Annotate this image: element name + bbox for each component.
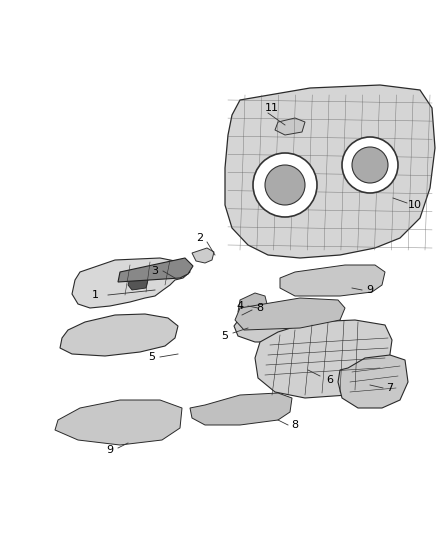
Text: 3: 3 xyxy=(152,266,159,276)
Text: 8: 8 xyxy=(256,303,264,313)
Polygon shape xyxy=(234,303,340,342)
Polygon shape xyxy=(235,298,345,330)
Polygon shape xyxy=(128,274,148,290)
Polygon shape xyxy=(338,355,408,408)
Text: 7: 7 xyxy=(386,383,394,393)
Polygon shape xyxy=(118,258,193,282)
Circle shape xyxy=(265,165,305,205)
Text: 1: 1 xyxy=(92,290,99,300)
Text: 4: 4 xyxy=(237,301,244,311)
Polygon shape xyxy=(55,400,182,445)
Circle shape xyxy=(352,147,388,183)
Text: 10: 10 xyxy=(408,200,422,210)
Polygon shape xyxy=(72,258,190,308)
Polygon shape xyxy=(280,265,385,296)
Text: 2: 2 xyxy=(196,233,204,243)
Text: 9: 9 xyxy=(106,445,113,455)
Polygon shape xyxy=(255,320,392,398)
Text: 5: 5 xyxy=(222,331,229,341)
Text: 6: 6 xyxy=(326,375,333,385)
Circle shape xyxy=(253,153,317,217)
Text: 11: 11 xyxy=(265,103,279,113)
Polygon shape xyxy=(190,393,292,425)
Polygon shape xyxy=(60,314,178,356)
Text: 9: 9 xyxy=(367,285,374,295)
Polygon shape xyxy=(238,293,268,318)
Polygon shape xyxy=(192,248,214,263)
Polygon shape xyxy=(225,85,435,258)
Text: 8: 8 xyxy=(291,420,299,430)
Polygon shape xyxy=(275,118,305,135)
Circle shape xyxy=(342,137,398,193)
Text: 5: 5 xyxy=(148,352,155,362)
